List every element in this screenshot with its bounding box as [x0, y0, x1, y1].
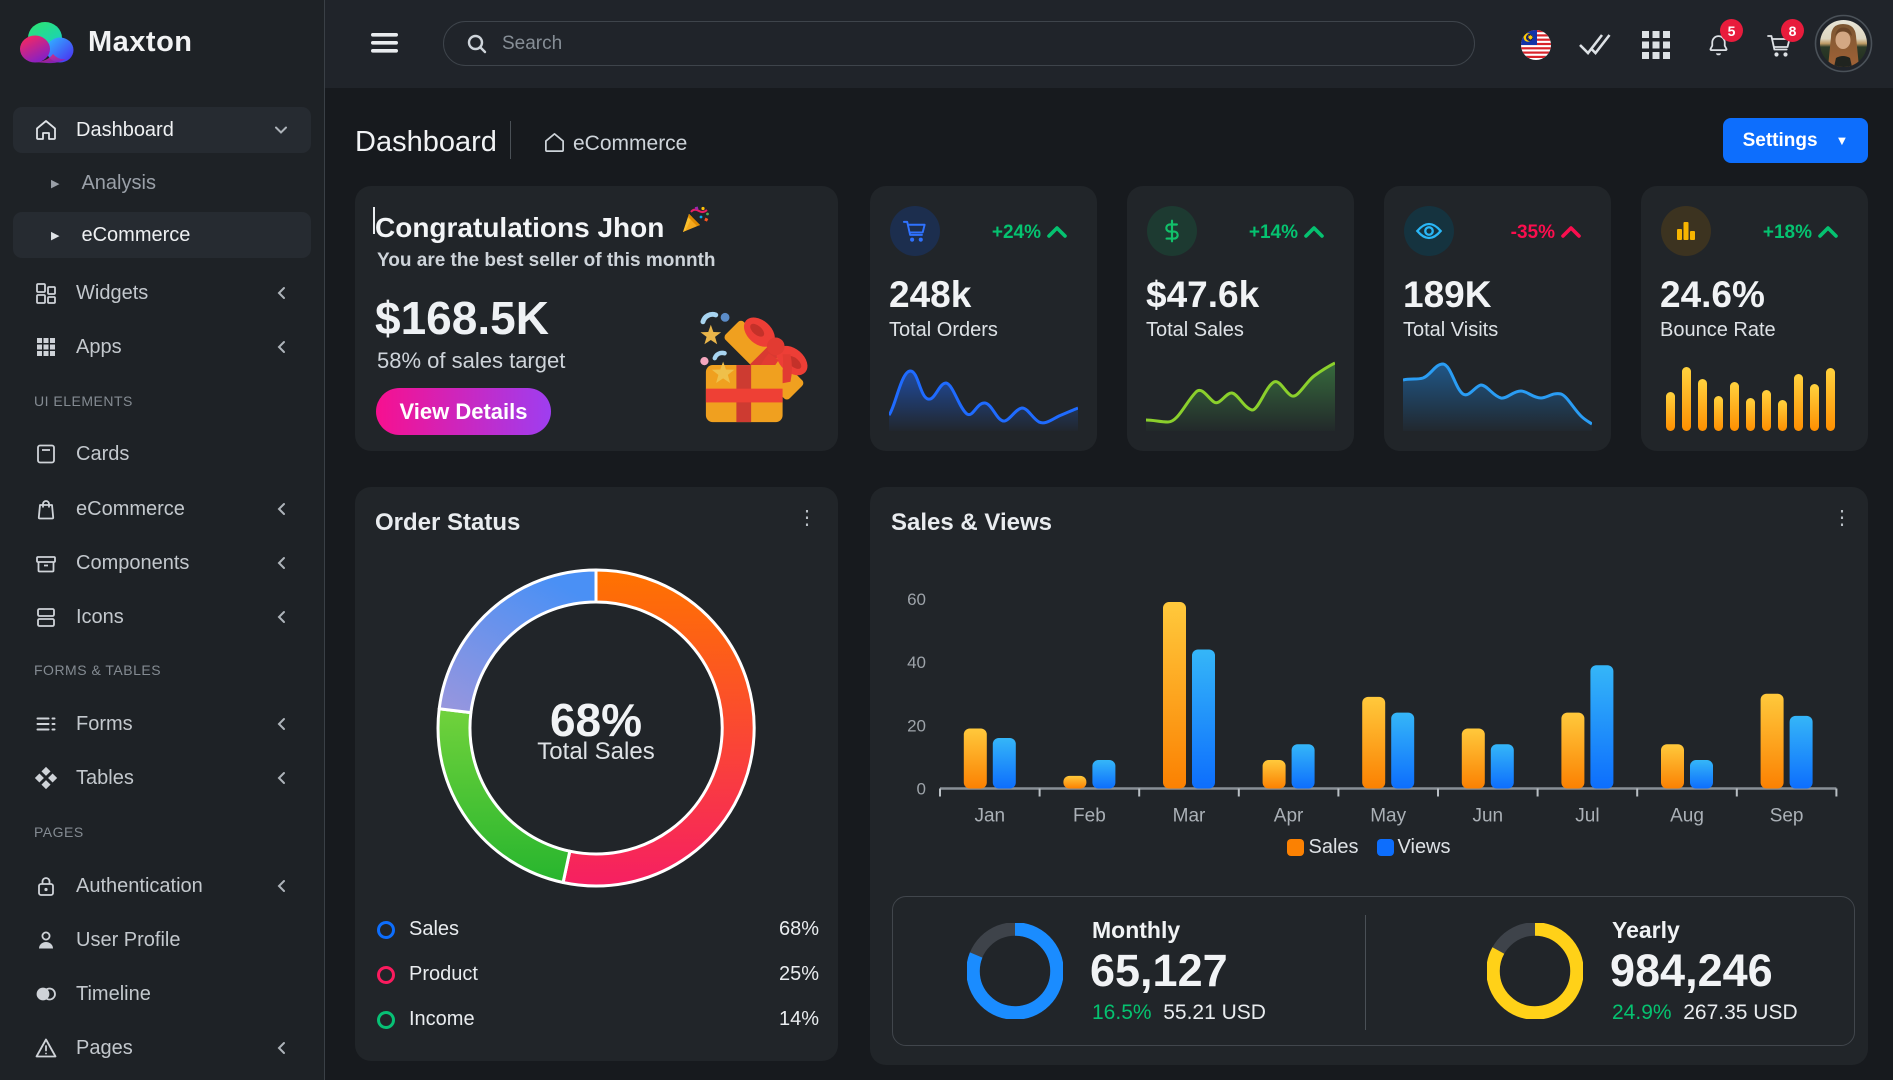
svg-text:Total Sales: Total Sales	[537, 738, 654, 765]
svg-text:20: 20	[907, 716, 926, 735]
svg-text:60: 60	[907, 590, 926, 609]
svg-text:May: May	[1370, 806, 1406, 827]
svg-text:Aug: Aug	[1670, 806, 1704, 827]
svg-text:Mar: Mar	[1173, 806, 1206, 827]
svg-text:Apr: Apr	[1274, 806, 1304, 827]
svg-text:68%: 68%	[550, 694, 642, 746]
svg-text:Jan: Jan	[974, 806, 1005, 827]
svg-text:Jun: Jun	[1472, 806, 1503, 827]
svg-text:40: 40	[907, 653, 926, 672]
svg-text:0: 0	[917, 780, 926, 799]
svg-text:Jul: Jul	[1575, 806, 1599, 827]
svg-text:Feb: Feb	[1073, 806, 1106, 827]
svg-text:Sep: Sep	[1770, 806, 1804, 827]
